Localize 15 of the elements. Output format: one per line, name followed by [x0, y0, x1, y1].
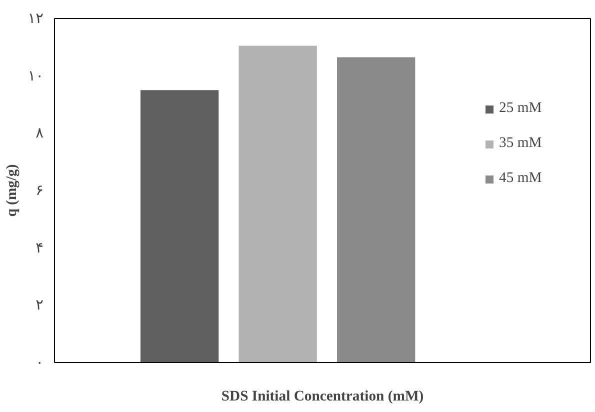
bar	[337, 57, 416, 362]
y-axis-title: q (mg/g)	[4, 164, 20, 217]
y-tick-label: ۱۲	[28, 10, 44, 27]
legend-label: 45 mM	[499, 170, 542, 187]
x-axis-title: SDS Initial Concentration (mM)	[221, 388, 424, 404]
y-tick-label: ۸	[36, 124, 44, 142]
bar	[140, 90, 219, 362]
y-tick-label: ۶	[36, 182, 44, 199]
y-tick-label: ۰	[36, 354, 44, 371]
legend-label: 35 mM	[499, 135, 542, 152]
y-tick-label: ۱۰	[28, 67, 44, 84]
legend-label: 25 mM	[499, 100, 542, 117]
y-tick-label: ۲	[36, 296, 44, 314]
bar	[238, 46, 317, 362]
y-tick-label: ۴	[36, 239, 44, 256]
